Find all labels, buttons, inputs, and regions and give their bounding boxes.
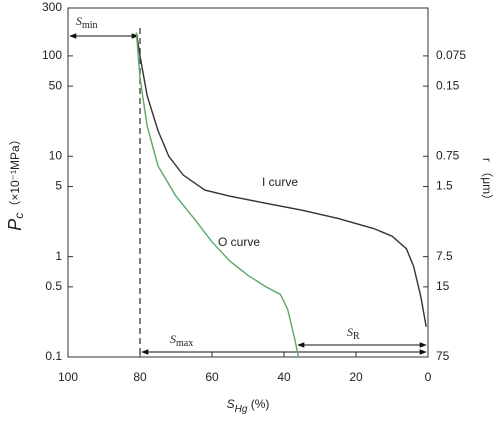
x-tick-label: 80 [133,370,147,384]
annotation-text: S [170,332,176,346]
annotation-text: S [76,14,82,28]
y-label-unit: （×10⁻¹MPa） [8,133,22,212]
x-tick-label: 0 [425,370,432,384]
y2-tick-label: 0.15 [436,78,460,92]
y2-tick-label: 7.5 [436,249,453,263]
y-label-sub: c [12,213,26,219]
y2-tick-label: 1.5 [436,179,453,193]
x-label-unit: (%) [247,397,269,411]
annotation-sub: min [82,20,98,31]
y2-tick-label: 0.75 [436,148,460,162]
y-axis-label: Pc（×10⁻¹MPa） [5,133,26,230]
y-tick-label: 0.1 [45,349,62,363]
plot-frame [67,7,429,358]
x-label-main: S [227,397,235,411]
annotation-sub: max [176,338,193,349]
y-tick-label: 5 [55,179,62,193]
annotation-sub: R [353,331,360,342]
x-axis-label: SHg (%) [227,397,270,414]
y-tick-label: 10 [49,148,63,162]
y-tick-label: 100 [42,48,62,62]
x-tick-label: 60 [205,370,219,384]
series-label: I curve [262,175,298,189]
y2-tick-label: 0.075 [436,48,466,62]
annotation: Smax [170,332,193,350]
x-label-sub: Hg [235,404,248,415]
y-tick-label: 0.5 [45,279,62,293]
y2-axis-label: r （μm） [480,158,494,206]
series-label: O curve [218,235,260,249]
x-tick-label: 40 [277,370,291,384]
series-line [135,32,427,327]
y2-tick-label: 15 [436,279,450,293]
annotation: Smin [76,14,98,32]
series-line [135,32,300,358]
annotation-text: S [347,325,353,339]
y-tick-label: 1 [55,249,62,263]
y-tick-label: 50 [49,78,63,92]
x-tick-label: 100 [58,370,78,384]
y-tick-label: 300 [42,0,62,14]
y-label-main: P [5,219,25,231]
annotation: SR [347,325,360,343]
x-tick-label: 20 [349,370,363,384]
y2-tick-label: 75 [436,349,450,363]
